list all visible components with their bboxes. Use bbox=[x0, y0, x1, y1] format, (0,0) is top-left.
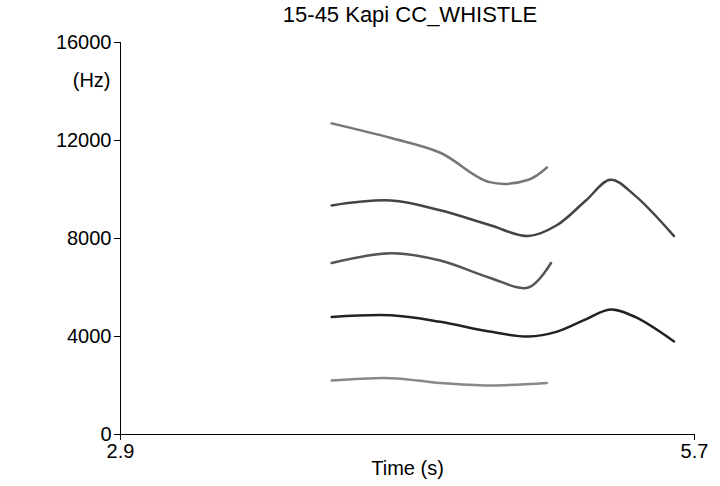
svg-text:8000: 8000 bbox=[67, 227, 112, 249]
svg-text:Time (s): Time (s) bbox=[371, 457, 444, 479]
svg-text:5.7: 5.7 bbox=[681, 440, 709, 462]
html-text:15-45 Kapi CC_WHISTLE: 15-45 Kapi CC_WHISTLE bbox=[282, 2, 538, 27]
svg-text:4000: 4000 bbox=[67, 325, 112, 347]
svg-text:12000: 12000 bbox=[56, 129, 112, 151]
svg-text:16000: 16000 bbox=[56, 31, 112, 53]
svg-text:(Hz): (Hz) bbox=[73, 69, 111, 91]
svg-text:2.9: 2.9 bbox=[107, 440, 135, 462]
svg-text:0: 0 bbox=[100, 422, 112, 445]
